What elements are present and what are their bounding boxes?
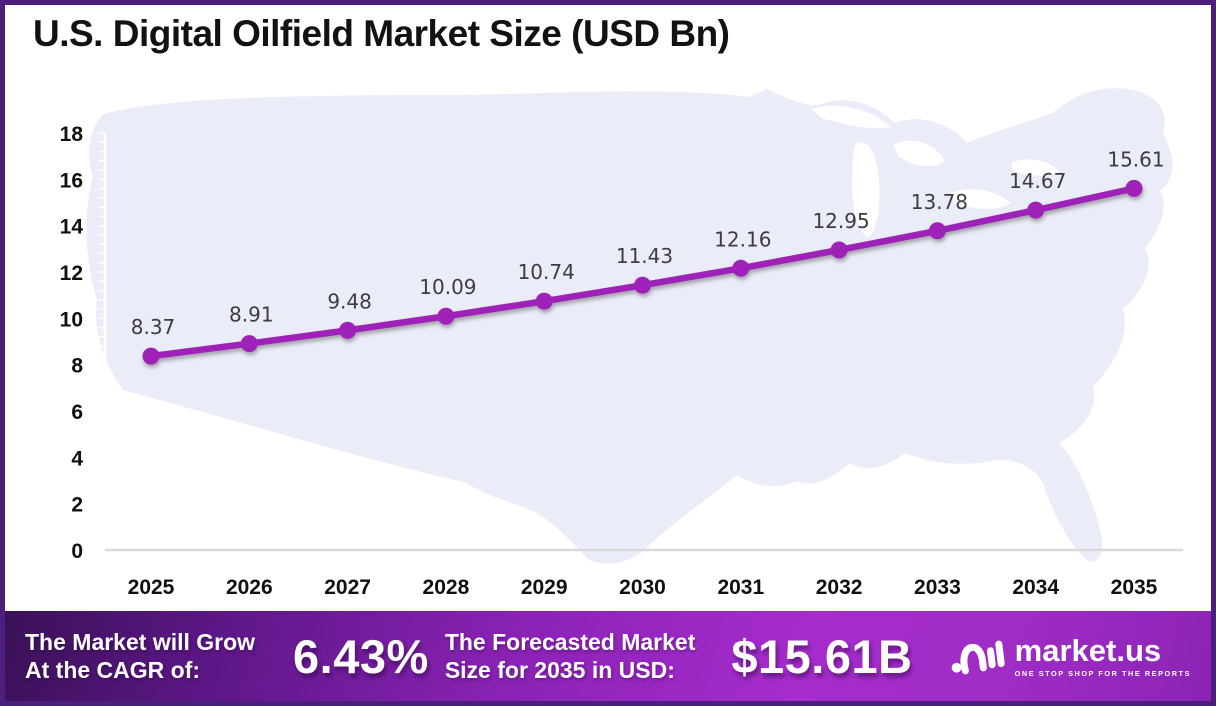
x-tick-label: 2026 bbox=[226, 576, 273, 599]
cagr-label-line2: At the CAGR of: bbox=[25, 657, 201, 683]
data-point bbox=[634, 276, 651, 294]
data-point bbox=[830, 241, 848, 259]
data-point bbox=[437, 307, 455, 325]
data-point bbox=[1027, 201, 1045, 219]
y-tick-label: 16 bbox=[60, 169, 83, 192]
y-tick-label: 8 bbox=[71, 355, 83, 378]
cagr-value: 6.43% bbox=[293, 629, 429, 683]
footer-banner: The Market will Grow At the CAGR of: 6.4… bbox=[5, 611, 1211, 701]
data-label: 9.48 bbox=[327, 289, 372, 313]
market-size-line-chart: 0 2 4 6 8 10 12 14 16 18 8.37 8.91 9.48 10.09 10.74 11.… bbox=[60, 88, 1183, 599]
data-label: 10.74 bbox=[518, 260, 575, 284]
y-tick-label: 18 bbox=[60, 123, 84, 146]
forecast-label-line1: The Forecasted Market bbox=[444, 628, 696, 655]
cagr-label: The Market will Grow At the CAGR of: bbox=[25, 628, 255, 684]
x-tick-label: 2027 bbox=[324, 576, 371, 599]
data-point bbox=[928, 222, 946, 240]
y-tick-label: 10 bbox=[60, 308, 83, 331]
y-tick-label: 2 bbox=[71, 494, 83, 517]
chart-title: U.S. Digital Oilfield Market Size (USD B… bbox=[33, 13, 730, 54]
data-label: 8.91 bbox=[229, 303, 274, 327]
y-tick-label: 14 bbox=[60, 216, 84, 239]
data-point bbox=[142, 347, 160, 365]
data-label: 8.37 bbox=[131, 315, 176, 339]
forecast-label: The Forecasted Market Size for 2035 in U… bbox=[445, 628, 696, 684]
data-point bbox=[732, 259, 750, 277]
logo-text: market.us bbox=[1014, 632, 1162, 668]
y-tick-label: 0 bbox=[71, 540, 83, 563]
data-label: 13.78 bbox=[911, 190, 968, 214]
data-point bbox=[1125, 179, 1143, 197]
forecast-value: $15.61B bbox=[731, 629, 913, 683]
x-tick-label: 2028 bbox=[423, 576, 470, 599]
data-point bbox=[535, 292, 553, 310]
marketus-logo: market.us ONE STOP SHOP FOR THE REPORTS bbox=[949, 630, 1191, 682]
x-tick-label: 2031 bbox=[717, 576, 764, 599]
marketus-logo-icon bbox=[951, 640, 1005, 675]
y-tick-label: 6 bbox=[71, 401, 83, 424]
data-label: 11.43 bbox=[616, 244, 673, 268]
data-point bbox=[339, 321, 357, 339]
x-tick-label: 2029 bbox=[521, 576, 568, 599]
y-tick-label: 12 bbox=[60, 262, 83, 285]
x-tick-label: 2033 bbox=[914, 576, 961, 599]
us-map-silhouette bbox=[86, 88, 1173, 564]
data-label: 15.61 bbox=[1107, 147, 1164, 171]
y-tick-label: 4 bbox=[71, 447, 83, 470]
logo-tagline: ONE STOP SHOP FOR THE REPORTS bbox=[1014, 668, 1191, 678]
data-label: 10.09 bbox=[419, 275, 476, 299]
cagr-label-line1: The Market will Grow bbox=[25, 628, 256, 655]
forecast-label-line2: Size for 2035 in USD: bbox=[444, 657, 675, 683]
data-point bbox=[240, 335, 258, 353]
data-label: 14.67 bbox=[1009, 169, 1066, 193]
x-tick-label: 2034 bbox=[1012, 576, 1059, 599]
x-tick-label: 2035 bbox=[1111, 576, 1158, 599]
marketus-logo-text-block: market.us ONE STOP SHOP FOR THE REPORTS bbox=[1015, 635, 1191, 677]
x-tick-label: 2032 bbox=[816, 576, 863, 599]
data-label: 12.95 bbox=[812, 209, 869, 233]
x-tick-label: 2030 bbox=[619, 576, 666, 599]
great-lakes-cutouts bbox=[811, 105, 1059, 237]
data-label: 12.16 bbox=[714, 227, 771, 251]
series-group bbox=[142, 179, 1143, 365]
x-tick-label: 2025 bbox=[128, 576, 175, 599]
